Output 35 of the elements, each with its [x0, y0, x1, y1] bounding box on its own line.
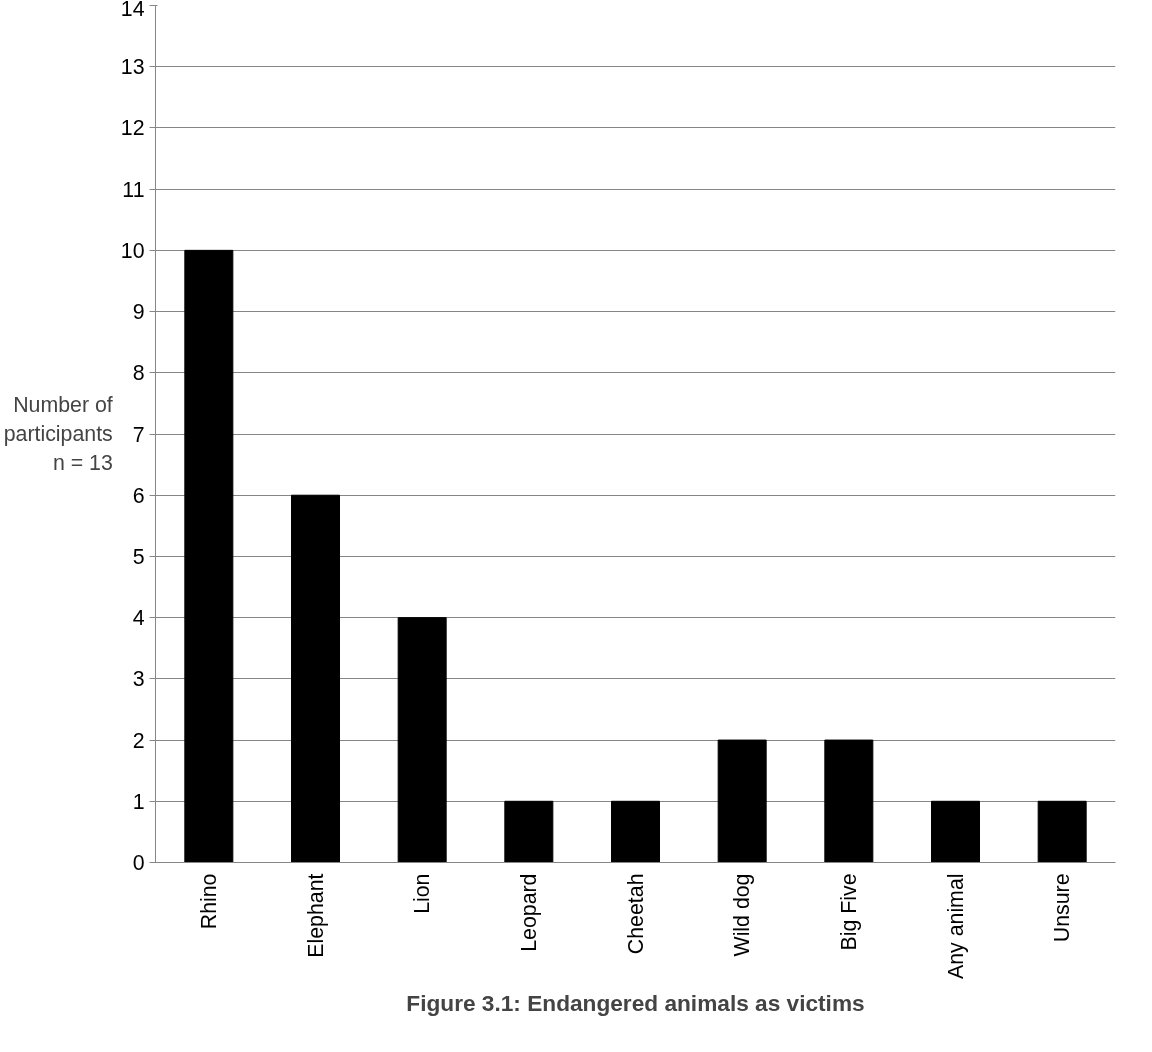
x-tick-label: Lion: [410, 873, 435, 914]
x-tick-label: Wild dog: [730, 873, 755, 957]
bar: [931, 800, 980, 863]
y-tick-label: 5: [132, 544, 145, 569]
y-tick-label: 0: [132, 851, 145, 875]
bar: [824, 739, 874, 863]
bar: [504, 800, 554, 863]
y-tick-label: 2: [132, 728, 145, 753]
x-tick-label: Big Five: [836, 873, 861, 951]
bar: [1037, 800, 1087, 863]
bar: [611, 800, 660, 863]
bar: [397, 617, 447, 863]
x-tick-label: Unsure: [1050, 873, 1075, 943]
bar: [184, 249, 234, 863]
y-tick-label: 1: [132, 789, 145, 814]
y-tick-label: 10: [120, 238, 145, 263]
y-tick-label: 8: [132, 361, 145, 386]
text: Figure 3.1: Endangered animals as victims: [406, 989, 865, 1016]
y-tick-label: 9: [132, 300, 145, 325]
y-tick-label: 3: [132, 667, 145, 692]
y-tick-label: 6: [132, 483, 145, 508]
x-tick-label: Cheetah: [623, 873, 648, 955]
y-tick-label: 13: [120, 55, 145, 80]
y-tick-label: 4: [132, 606, 145, 631]
y-tick-label: 14: [120, 0, 145, 21]
x-tick-label: Elephant: [303, 873, 328, 958]
x-tick-label: Leopard: [516, 873, 541, 952]
x-tick-label: Any animal: [943, 873, 968, 980]
bar: [291, 494, 340, 863]
bar: [717, 739, 767, 863]
y-tick-label: 7: [132, 422, 145, 447]
y-tick-label: 12: [120, 116, 145, 141]
y-tick-label: 11: [122, 177, 145, 202]
y-axis-title: Number of participants n = 13: [3, 393, 113, 475]
x-tick-label: Rhino: [196, 873, 221, 930]
